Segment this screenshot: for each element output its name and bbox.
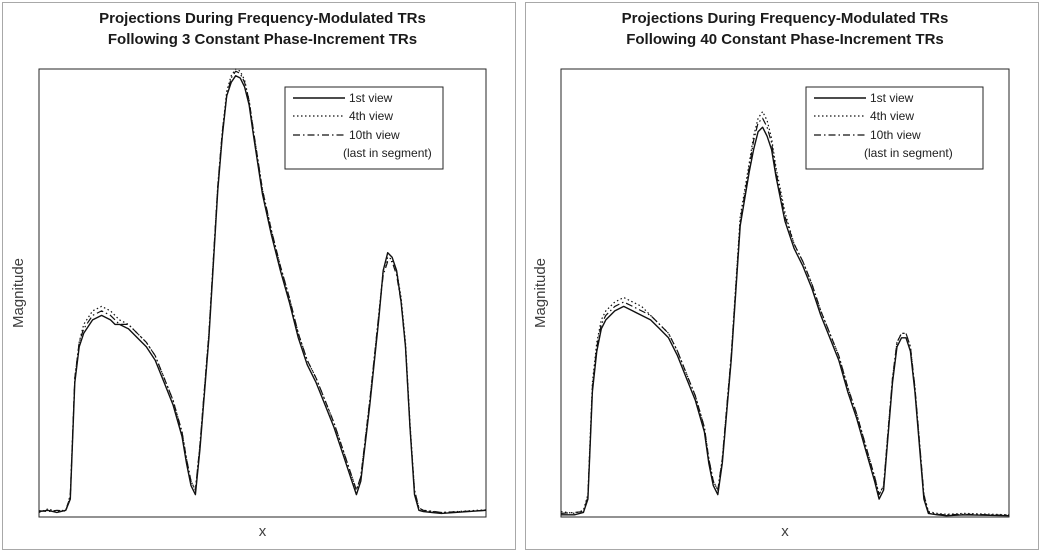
series-line-10th-view (38, 70, 487, 514)
chart-panel-right: Projections During Frequency-Modulated T… (525, 2, 1039, 550)
series-line-4th-view (560, 111, 1010, 516)
chart-right: Projections During Frequency-Modulated T… (532, 10, 1010, 540)
legend-entry-4: (last in segment) (864, 146, 953, 160)
series-line-4th-view (38, 68, 487, 514)
series-line-1st-view (561, 126, 1010, 517)
chart-title-line-1: Projections During Frequency-Modulated T… (622, 10, 949, 27)
legend: 1st view 4th view 10th view (last in segmen… (284, 86, 444, 170)
x-axis-label: x (259, 523, 267, 540)
legend-entry-3: 10th view (349, 128, 400, 142)
chart-title-line-2: Following 40 Constant Phase-Increment TR… (626, 31, 944, 48)
legend-box (805, 86, 984, 170)
legend-entry-2: 4th view (870, 109, 914, 123)
series-line-1st-view (38, 75, 487, 515)
legend-entry-1: 1st view (349, 91, 393, 105)
x-axis-label: x (781, 523, 789, 540)
legend: 1st view 4th view 10th view (last in segmen… (805, 86, 984, 170)
legend-entry-1: 1st view (870, 91, 914, 105)
legend-entry-3: 10th view (870, 128, 921, 142)
series-line-10th-view (560, 117, 1010, 516)
legend-entry-2: 4th view (349, 109, 393, 123)
y-axis-label: Magnitude (532, 258, 549, 328)
legend-box (284, 86, 444, 170)
chart-title-line-1: Projections During Frequency-Modulated T… (99, 10, 426, 27)
chart-panel-left: Projections During Frequency-Modulated T… (2, 2, 516, 550)
chart-left: Projections During Frequency-Modulated T… (10, 10, 487, 540)
legend-entry-4: (last in segment) (343, 146, 432, 160)
chart-title-line-2: Following 3 Constant Phase-Increment TRs (108, 31, 417, 48)
y-axis-label: Magnitude (10, 258, 27, 328)
